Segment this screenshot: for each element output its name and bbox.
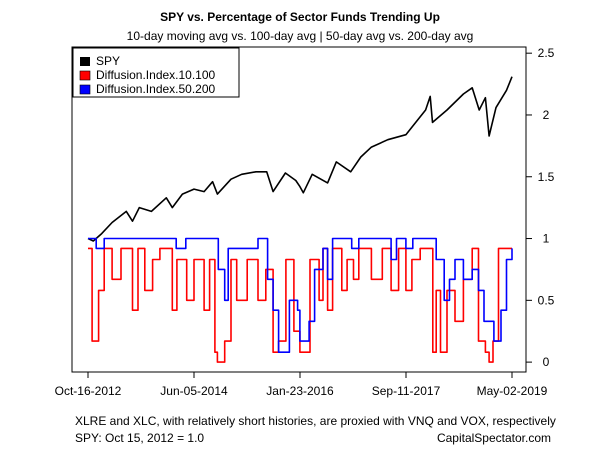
series-layer [87,76,513,363]
footer-source: CapitalSpectator.com [437,431,551,445]
legend-label-diffusion-10-100: Diffusion.Index.10.100 [96,68,216,82]
x-tick-label: Sep-11-2017 [372,384,441,398]
series-line-spy [87,76,513,242]
plot-frame [71,46,527,373]
x-tick-label: Jun-05-2014 [160,384,228,398]
y-tick-label: 2 [543,108,550,122]
legend-swatch-diffusion-10-100 [79,70,91,81]
y-tick-label: 0 [543,355,550,369]
legend: SPY Diffusion.Index.10.100 Diffusion.Ind… [72,47,240,98]
footer-base-note: SPY: Oct 15, 2012 = 1.0 [75,431,204,445]
y-tick-label: 1 [543,232,550,246]
legend-swatch-diffusion-50-200 [79,84,91,95]
x-tick-label: Oct-16-2012 [55,384,122,398]
series-line-diffusion-index-10-100 [88,247,512,363]
y-tick-label: 2.5 [538,46,555,60]
legend-swatch-spy [80,57,90,66]
footer-note: XLRE and XLC, with relatively short hist… [75,414,556,428]
legend-box [72,47,240,98]
y-tick-label: 0.5 [538,293,555,307]
chart-subtitle: 10-day moving avg vs. 100-day avg | 50-d… [127,29,474,43]
legend-label-spy: SPY [96,54,120,68]
chart-title: SPY vs. Percentage of Sector Funds Trend… [160,10,440,24]
series-line-diffusion-index-50-200 [88,237,513,353]
legend-label-diffusion-50-200: Diffusion.Index.50.200 [96,82,216,96]
x-tick-label: May-02-2019 [477,384,548,398]
x-tick-label: Jan-23-2016 [266,384,334,398]
x-axis: Oct-16-2012 Jun-05-2014 Jan-23-2016 Sep-11-… [55,372,548,398]
y-axis: 0 0.5 1 1.5 2 2.5 [526,46,555,369]
y-tick-label: 1.5 [538,170,555,184]
